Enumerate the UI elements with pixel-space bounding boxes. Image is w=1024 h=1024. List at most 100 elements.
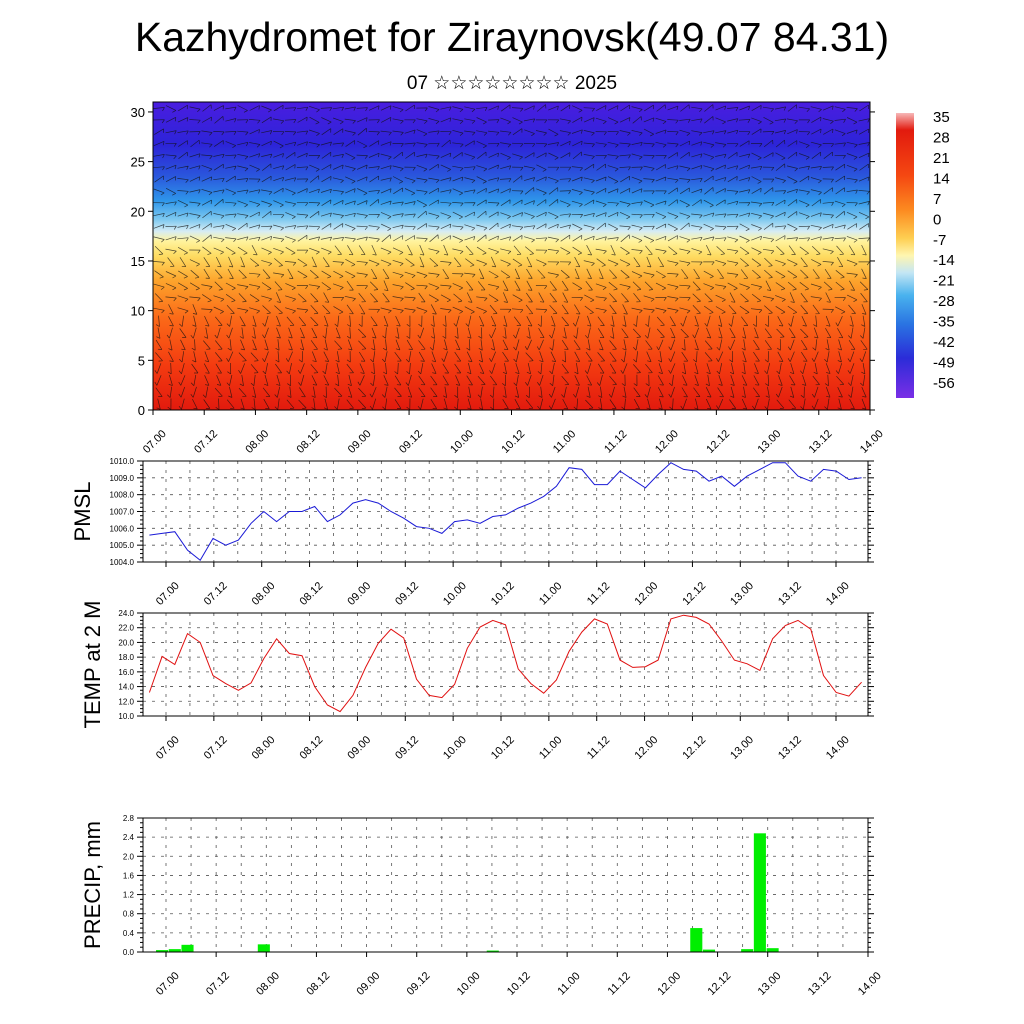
y-tick-label: 30 bbox=[131, 105, 145, 120]
x-tick-label: 09.00 bbox=[345, 734, 373, 762]
precip-bar bbox=[168, 949, 181, 952]
x-tick-label: 11.12 bbox=[605, 970, 632, 997]
y-tick-label: 10 bbox=[131, 304, 145, 319]
x-tick-label: 11.00 bbox=[551, 428, 578, 455]
panel-frame bbox=[142, 817, 869, 953]
x-tick-label: 09.12 bbox=[405, 970, 433, 998]
x-tick-label: 08.12 bbox=[297, 734, 325, 762]
y-tick-label: 0.4 bbox=[123, 929, 135, 938]
precip-bar bbox=[753, 833, 766, 952]
colorbar-label: -21 bbox=[933, 273, 955, 290]
y-tick-label: 14.0 bbox=[118, 683, 134, 692]
x-tick-label: 14.00 bbox=[856, 970, 884, 998]
x-tick-label: 09.00 bbox=[346, 428, 374, 456]
y-tick-label: 1008.0 bbox=[110, 491, 135, 500]
colorbar-label: 7 bbox=[933, 191, 941, 208]
colorbar-label: -28 bbox=[933, 293, 955, 310]
y-tick-label: 1004.0 bbox=[110, 558, 135, 567]
y-axis-label: TEMP at 2 M bbox=[80, 601, 105, 729]
x-tick-label: 12.12 bbox=[704, 428, 732, 456]
precip-bar bbox=[741, 949, 754, 952]
x-tick-label: 13.12 bbox=[776, 734, 804, 762]
x-tick-label: 12.12 bbox=[680, 580, 708, 608]
y-tick-label: 20.0 bbox=[118, 638, 134, 647]
y-tick-label: 1005.0 bbox=[110, 541, 135, 550]
x-tick-label: 10.12 bbox=[499, 428, 527, 456]
precip-bar bbox=[766, 948, 779, 952]
x-tick-label: 12.00 bbox=[632, 734, 660, 762]
colorbar-label: 35 bbox=[933, 109, 950, 126]
chart-title: Kazhydromet for Ziraynovsk(49.07 84.31) bbox=[134, 14, 890, 60]
colorbar-label: -42 bbox=[933, 334, 955, 351]
x-tick-label: 10.00 bbox=[448, 428, 476, 456]
cross-section-panel: 0 5 10 15 20 25 30 07.00 07.12 08.00 08.12 09.00 09.… bbox=[131, 101, 955, 456]
x-tick-label: 08.00 bbox=[254, 970, 282, 998]
x-tick-label: 08.00 bbox=[243, 428, 271, 456]
colorbar-label: -35 bbox=[933, 314, 955, 331]
pmsl-series bbox=[149, 462, 862, 562]
y-tick-label: 15 bbox=[131, 254, 145, 269]
x-tick-label: 07.00 bbox=[154, 580, 182, 608]
panel-frame bbox=[142, 612, 869, 717]
x-tick-label: 13.00 bbox=[756, 970, 784, 998]
y-tick-label: 0.0 bbox=[123, 948, 135, 957]
x-tick-label: 10.12 bbox=[505, 970, 533, 998]
y-axis-label: PMSL bbox=[70, 482, 95, 542]
precip-bar bbox=[690, 928, 703, 952]
x-tick-label: 10.12 bbox=[489, 580, 517, 608]
colorbar-label: 28 bbox=[933, 129, 950, 146]
y-tick-label: 1007.0 bbox=[110, 508, 135, 517]
x-tick-label: 11.00 bbox=[555, 970, 582, 997]
pmsl-panel: 07.00 07.12 08.00 08.12 09.00 09.12 10.00 10.12… bbox=[70, 457, 874, 608]
x-tick-label: 13.12 bbox=[806, 970, 834, 998]
temperature-series bbox=[148, 614, 862, 713]
y-tick-label: 1010.0 bbox=[110, 457, 135, 466]
x-tick-label: 09.12 bbox=[393, 734, 421, 762]
x-tick-label: 14.00 bbox=[824, 734, 852, 762]
y-tick-label: 2.4 bbox=[123, 833, 135, 842]
y-tick-label: 24.0 bbox=[118, 609, 134, 618]
precip-bar bbox=[156, 950, 169, 952]
x-tick-label: 07.00 bbox=[154, 734, 182, 762]
y-tick-label: 5 bbox=[138, 353, 145, 368]
y-tick-label: 10.0 bbox=[118, 712, 134, 721]
x-tick-label: 13.12 bbox=[776, 580, 804, 608]
x-tick-label: 12.12 bbox=[705, 970, 733, 998]
x-tick-label: 09.00 bbox=[354, 970, 382, 998]
x-tick-label: 12.00 bbox=[653, 428, 681, 456]
colorbar-label: 21 bbox=[933, 150, 950, 167]
colorbar-label: -14 bbox=[933, 252, 955, 269]
x-tick-label: 07.12 bbox=[204, 970, 232, 998]
x-tick-label: 10.00 bbox=[441, 734, 469, 762]
precip-bar bbox=[702, 949, 716, 952]
x-tick-label: 13.12 bbox=[807, 428, 835, 456]
x-tick-label: 14.00 bbox=[858, 428, 886, 456]
panel-frame bbox=[142, 460, 869, 563]
x-tick-label: 12.00 bbox=[632, 580, 660, 608]
precip-bar bbox=[181, 944, 194, 952]
x-tick-label: 08.12 bbox=[295, 428, 323, 456]
x-tick-label: 07.00 bbox=[154, 970, 182, 998]
x-tick-label: 08.00 bbox=[250, 580, 278, 608]
x-tick-label: 12.12 bbox=[680, 734, 708, 762]
colorbar-label: -7 bbox=[933, 232, 946, 249]
x-tick-label: 10.00 bbox=[441, 580, 469, 608]
y-tick-label: 22.0 bbox=[118, 624, 134, 633]
colorbar-label: 14 bbox=[933, 170, 950, 187]
y-tick-label: 1.6 bbox=[123, 871, 135, 880]
y-tick-label: 1.2 bbox=[123, 891, 135, 900]
precip-bar bbox=[257, 944, 270, 952]
x-tick-label: 11.12 bbox=[602, 428, 629, 455]
y-tick-label: 2.0 bbox=[123, 852, 135, 861]
precip-bar bbox=[486, 950, 499, 952]
x-tick-label: 11.00 bbox=[537, 580, 564, 607]
x-tick-label: 07.12 bbox=[202, 580, 230, 608]
y-axis-label: PRECIP, mm bbox=[80, 821, 105, 949]
x-tick-label: 09.12 bbox=[397, 428, 425, 456]
x-tick-label: 09.12 bbox=[393, 580, 421, 608]
temperature-field bbox=[153, 102, 870, 410]
y-tick-label: 0 bbox=[138, 403, 145, 418]
x-tick-label: 08.00 bbox=[250, 734, 278, 762]
x-tick-label: 08.12 bbox=[304, 970, 332, 998]
x-tick-label: 08.12 bbox=[297, 580, 325, 608]
